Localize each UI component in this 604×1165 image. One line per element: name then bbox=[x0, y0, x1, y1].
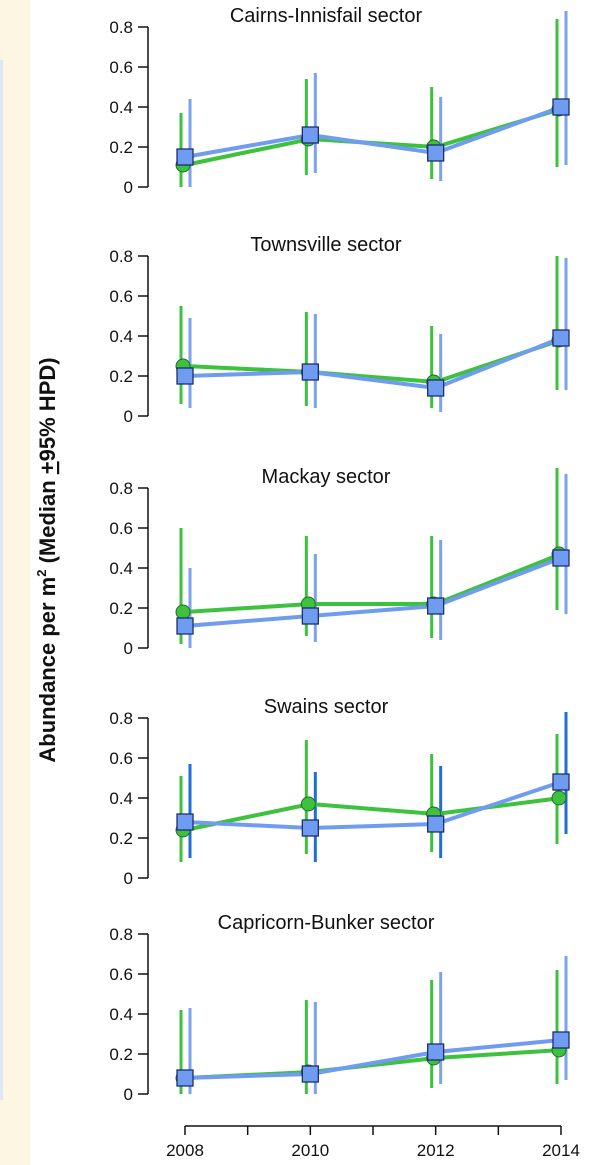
series-line bbox=[184, 336, 562, 390]
y-axis-label-suffix: 95% HPD) bbox=[35, 357, 60, 461]
data-point-square bbox=[301, 607, 319, 625]
panel-3: Mackay sector 0 0.2 0.4 0.6 0.8 bbox=[109, 466, 570, 658]
data-point-square bbox=[176, 367, 194, 385]
data-point-square bbox=[427, 815, 445, 833]
y-tick-label: 0.2 bbox=[109, 829, 133, 848]
panel-2: Townsville sector 0 0.2 0.4 0.6 0.8 bbox=[109, 234, 570, 426]
data-point-square bbox=[301, 819, 319, 837]
y-tick-label: 0 bbox=[124, 639, 133, 658]
series-line bbox=[184, 556, 562, 628]
data-point-square bbox=[427, 1043, 445, 1061]
left-background-strip bbox=[0, 0, 30, 1165]
y-tick-label: 0.6 bbox=[109, 58, 133, 77]
data-point-square bbox=[552, 329, 570, 347]
panel-title: Capricorn-Bunker sector bbox=[218, 912, 435, 934]
data-point-circle bbox=[175, 604, 191, 620]
series-line bbox=[184, 796, 562, 832]
y-tick-label: 0.2 bbox=[109, 138, 133, 157]
data-point-square bbox=[552, 98, 570, 116]
y-axis-label: Abundance per m2 (Median +95% HPD) bbox=[34, 357, 60, 762]
left-strip-edge bbox=[0, 60, 3, 1100]
y-axis-label-superscript: 2 bbox=[34, 570, 49, 577]
series-line bbox=[184, 780, 562, 830]
data-point-square bbox=[552, 773, 570, 791]
data-point-square bbox=[176, 1069, 194, 1087]
y-axis-label-prefix: Abundance per m bbox=[35, 577, 60, 763]
y-tick-label: 0.8 bbox=[109, 709, 133, 728]
data-point-square bbox=[176, 148, 194, 166]
panel-1: Cairns-Innisfail sector 0 0.2 0.4 0.6 0.8 bbox=[109, 5, 570, 197]
y-tick-label: 0.4 bbox=[109, 789, 133, 808]
series-line bbox=[184, 107, 562, 167]
y-tick-label: 0.8 bbox=[109, 479, 133, 498]
data-point-square bbox=[176, 617, 194, 635]
y-tick-label: 0.2 bbox=[109, 367, 133, 386]
data-point-circle bbox=[300, 796, 316, 812]
x-tick-label: 2012 bbox=[417, 1141, 455, 1160]
series-line bbox=[184, 105, 562, 159]
y-tick-label: 0 bbox=[124, 178, 133, 197]
data-point-square bbox=[427, 597, 445, 615]
data-point-square bbox=[301, 1065, 319, 1083]
data-point-square bbox=[552, 1031, 570, 1049]
y-axis-label-plusminus: + bbox=[35, 461, 60, 474]
x-tick-label: 2014 bbox=[542, 1141, 580, 1160]
y-tick-label: 0.4 bbox=[109, 1005, 133, 1024]
series-line bbox=[184, 552, 562, 614]
y-tick-label: 0.2 bbox=[109, 1045, 133, 1064]
data-point-square bbox=[176, 813, 194, 831]
y-tick-label: 0 bbox=[124, 407, 133, 426]
y-tick-label: 0.6 bbox=[109, 749, 133, 768]
panel-title: Cairns-Innisfail sector bbox=[230, 5, 423, 27]
y-tick-label: 0.8 bbox=[109, 247, 133, 266]
data-point-circle bbox=[551, 790, 567, 806]
data-point-square bbox=[552, 549, 570, 567]
panel-title: Mackay sector bbox=[262, 466, 391, 488]
y-tick-label: 0.8 bbox=[109, 18, 133, 37]
panels: Cairns-Innisfail sector00.20.40.60.8Town… bbox=[109, 5, 570, 1104]
data-point-square bbox=[301, 126, 319, 144]
panel-title: Townsville sector bbox=[250, 234, 402, 256]
data-point-square bbox=[427, 379, 445, 397]
y-tick-label: 0.2 bbox=[109, 599, 133, 618]
x-tick-label: 2010 bbox=[291, 1141, 329, 1160]
y-tick-label: 0 bbox=[124, 1085, 133, 1104]
y-axis-label-middle: (Median bbox=[35, 474, 60, 569]
series-line bbox=[184, 1038, 562, 1080]
panel-4: Swains sector 0 0.2 0.4 0.6 0.8 bbox=[109, 696, 570, 888]
y-tick-label: 0.4 bbox=[109, 98, 133, 117]
y-tick-label: 0 bbox=[124, 869, 133, 888]
y-tick-label: 0.4 bbox=[109, 327, 133, 346]
data-point-square bbox=[427, 144, 445, 162]
y-tick-label: 0.6 bbox=[109, 287, 133, 306]
y-tick-label: 0.8 bbox=[109, 925, 133, 944]
panel-5: Capricorn-Bunker sector 0 0.2 0.4 0.6 0.8 bbox=[109, 912, 570, 1104]
x-axis: 2008 2010 2012 2014 bbox=[166, 1125, 580, 1160]
panel-title: Swains sector bbox=[264, 696, 389, 718]
data-point-square bbox=[301, 363, 319, 381]
y-tick-label: 0.4 bbox=[109, 559, 133, 578]
y-tick-label: 0.6 bbox=[109, 965, 133, 984]
y-tick-label: 0.6 bbox=[109, 519, 133, 538]
x-tick-label: 2008 bbox=[166, 1141, 204, 1160]
